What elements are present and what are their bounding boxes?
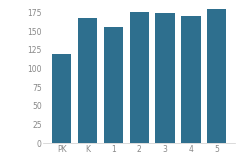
Bar: [181, 16, 201, 143]
Bar: [104, 27, 123, 143]
Bar: [52, 54, 71, 143]
Bar: [78, 18, 97, 143]
Bar: [207, 9, 227, 143]
Bar: [155, 13, 175, 143]
Bar: [130, 12, 149, 143]
